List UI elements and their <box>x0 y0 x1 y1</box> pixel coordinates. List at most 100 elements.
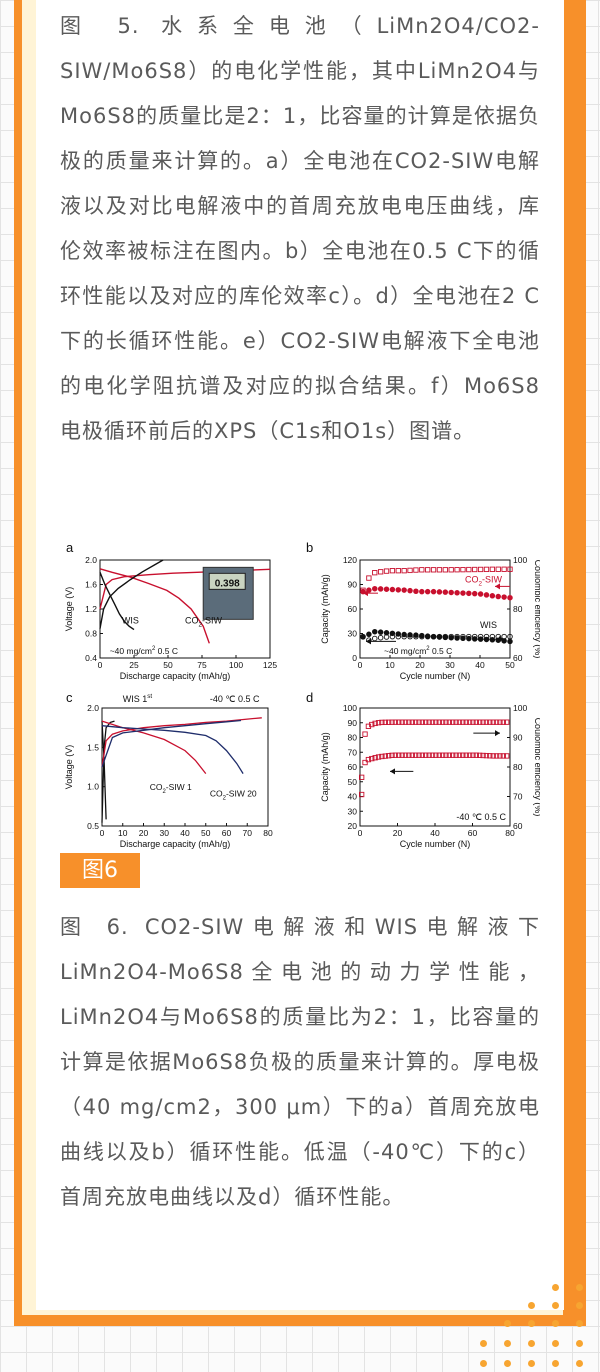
panel-b-co2-efficiency-marker <box>372 570 378 576</box>
panel-d-xtick-label: 80 <box>505 828 515 838</box>
panel-b-co2-efficiency-marker <box>436 567 443 573</box>
panel-d-efficiency-marker <box>402 719 409 725</box>
panel-d-capacity-marker <box>362 759 368 766</box>
panel-d-ytick-label: 70 <box>348 747 358 757</box>
panel-a-ytick-label: 0.4 <box>85 653 97 663</box>
panel-d-y2tick-label: 80 <box>513 762 523 772</box>
panel-d-efficiency-marker <box>436 719 442 725</box>
panel-b-co2-capacity-marker <box>395 587 402 593</box>
panel-b-co2-capacity-marker <box>424 588 431 595</box>
panel-b-co2-capacity-marker <box>383 586 390 592</box>
panel-c-xtick-label: 40 <box>180 828 190 838</box>
panel-b-y2tick-label: 60 <box>513 653 523 663</box>
panel-b-co2-efficiency-marker <box>383 568 390 574</box>
panel-b-co2-capacity-marker <box>407 587 413 594</box>
panel-d-efficiency-marker <box>493 719 500 725</box>
panel-b-co2-capacity-marker <box>419 588 425 595</box>
panel-a-xtick-label: 75 <box>197 660 207 670</box>
panel-b-wis-efficiency-marker <box>424 633 431 640</box>
panel-c-ytick-label: 1.5 <box>87 742 99 752</box>
panel-d-capacity-marker <box>389 752 395 758</box>
panel-b-xtick-label: 50 <box>505 660 515 670</box>
panel-b-wis-efficiency-marker <box>383 634 390 640</box>
decorative-dots <box>480 1280 600 1372</box>
panel-d-efficiency-marker <box>480 719 486 725</box>
panel-b-co2-capacity-marker <box>430 588 437 595</box>
panel-b-wis-efficiency-marker <box>466 633 472 640</box>
panel-d-efficiency-marker <box>443 719 449 725</box>
panel-d-capacity-marker <box>500 753 506 759</box>
panel-a-series-line <box>99 568 210 644</box>
panel-a-ylabel: Voltage (V) <box>64 587 74 632</box>
panel-d-efficiency-marker <box>392 719 399 725</box>
panel-b-wis-capacity-marker <box>460 635 466 642</box>
panel-b-co2-efficiency-marker <box>495 566 501 572</box>
panel-b-wis-efficiency-marker <box>395 633 402 640</box>
panel-d-efficiency-marker <box>426 719 432 725</box>
panel-a-xtick-label: 25 <box>129 660 139 670</box>
panel-b-ylabel: Capacity (mAh/g) <box>320 574 330 644</box>
panel-b-co2-capacity-marker <box>471 590 478 597</box>
panel-d-ytick-label: 90 <box>348 718 358 728</box>
panel-d-capacity-marker <box>439 752 446 758</box>
panel-d-capacity-marker <box>497 753 503 759</box>
panel-c-label-wis: WIS 1st <box>123 693 153 704</box>
panel-c-series-line <box>101 717 262 768</box>
panel-b-ytick-label: 0 <box>352 653 357 663</box>
panel-b-co2-efficiency-marker <box>501 566 507 572</box>
panel-d-capacity-marker <box>470 752 476 758</box>
panel-b-ytick-label: 120 <box>343 555 357 565</box>
panel-b-co2-capacity-marker <box>495 593 501 600</box>
panel-a-ytick-label: 1.2 <box>85 604 97 614</box>
panel-b-wis-efficiency-marker <box>419 633 425 640</box>
panel-a-xtick-label: 0 <box>98 660 103 670</box>
panel-a-letter: a <box>66 540 74 555</box>
panel-c-series-line <box>101 720 115 823</box>
panel-d-efficiency-marker <box>439 719 446 725</box>
panel-b-co2-capacity-marker <box>372 585 378 592</box>
panel-b-co2-efficiency-marker <box>448 567 454 573</box>
panel-d-ytick-label: 60 <box>348 762 358 772</box>
panel-a-xtick-label: 50 <box>163 660 173 670</box>
panel-b-co2-efficiency-marker <box>477 566 484 573</box>
panel-d-efficiency-marker <box>369 721 375 728</box>
panel-c-xtick-label: 0 <box>100 828 105 838</box>
panel-d-capacity-marker <box>477 752 483 758</box>
panel-b-ytick-label: 60 <box>348 604 358 614</box>
panel-b-co2-efficiency-marker <box>401 568 407 574</box>
panel-b-y2label: Coulombic efficiency (%) <box>533 560 540 659</box>
panel-b-arrow-black-head <box>366 638 371 645</box>
panel-b-co2-capacity-marker <box>389 586 396 593</box>
panel-d-efficiency-marker <box>382 719 388 725</box>
panel-d-efficiency-marker <box>500 719 506 725</box>
panel-d-capacity-marker <box>412 752 419 758</box>
panel-b-co2-efficiency-marker <box>472 566 478 573</box>
panel-b-arrow-red-head <box>495 583 500 590</box>
panel-d-ytick-label: 20 <box>348 821 358 831</box>
panel-b-wis-capacity-marker <box>366 631 372 638</box>
panel-d-efficiency-marker <box>463 719 469 725</box>
panel-d-y2tick-label: 100 <box>513 703 527 713</box>
panel-c-xtick-label: 60 <box>222 828 232 838</box>
panel-b-co2-capacity-marker <box>436 589 443 595</box>
panel-d-efficiency-marker <box>477 719 483 725</box>
panel-b-ytick-label: 90 <box>348 580 358 590</box>
panel-b-co2-capacity-marker <box>483 592 490 598</box>
panel-d-efficiency-marker <box>389 719 395 725</box>
panel-d-efficiency-marker <box>399 719 405 725</box>
panel-a-ytick-label: 2.0 <box>85 555 97 565</box>
panel-b-loading: ~40 mg/cm2 0.5 C <box>384 646 452 656</box>
panel-d-efficiency-marker <box>375 720 382 726</box>
panel-d-arrow-left-head <box>390 768 395 775</box>
panel-b-co2-capacity-marker <box>507 594 513 601</box>
panel-b-co2-efficiency-marker <box>489 566 496 572</box>
panel-c-series-line <box>101 719 242 768</box>
figure5-caption: 图 5. 水系全电池（LiMn2O4/CO2-SIW/Mo6S8）的电化学性能，… <box>60 14 540 443</box>
panel-d-efficiency-marker <box>385 719 392 725</box>
panel-b-wis-efficiency-marker <box>360 633 366 640</box>
panel-d-capacity-marker <box>382 753 388 759</box>
panel-b-wis-efficiency-marker <box>413 633 419 640</box>
panel-d-efficiency-marker <box>453 719 459 725</box>
panel-d-letter: d <box>306 690 313 705</box>
